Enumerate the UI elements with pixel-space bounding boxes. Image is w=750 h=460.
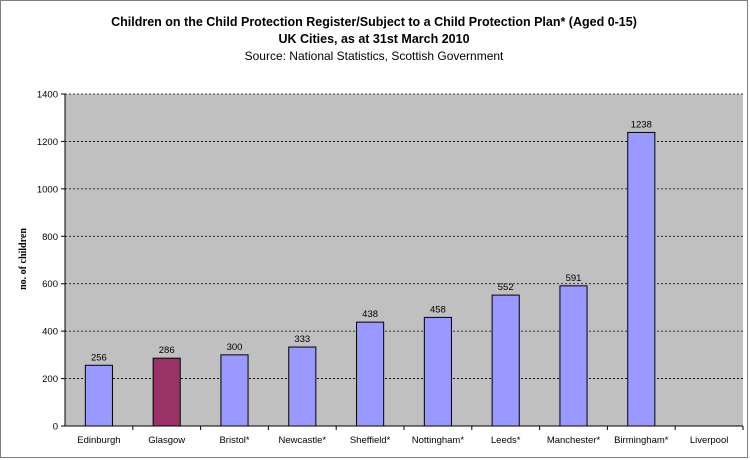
data-label: 256	[91, 352, 107, 363]
bar	[220, 354, 249, 427]
bar	[559, 285, 588, 427]
data-label: 1238	[631, 119, 652, 130]
x-tick-label: Sheffield*	[350, 435, 391, 446]
bar	[288, 346, 317, 427]
y-tick-label: 400	[42, 327, 58, 338]
bar	[356, 321, 385, 427]
y-tick-label: 800	[42, 232, 58, 243]
bar	[423, 316, 452, 427]
x-tick-label: Manchester*	[547, 435, 601, 446]
y-tick-label: 1000	[37, 184, 58, 195]
bar	[491, 294, 520, 427]
chart-source: Source: National Statistics, Scottish Go…	[244, 49, 504, 63]
x-tick-label: Bristol*	[219, 435, 249, 446]
data-label: 300	[227, 342, 243, 353]
data-label: 458	[430, 304, 446, 315]
x-tick-label: Leeds*	[491, 435, 521, 446]
data-label: 333	[294, 334, 310, 345]
x-tick-label: Glasgow	[148, 435, 185, 446]
y-tick-label: 1400	[37, 90, 58, 101]
x-tick-label: Birmingham*	[614, 435, 669, 446]
chart-title: Children on the Child Protection Registe…	[111, 15, 637, 29]
bar	[152, 357, 181, 427]
data-label: 286	[159, 345, 175, 356]
bar	[627, 131, 656, 427]
x-tick-label: Newcastle*	[279, 435, 327, 446]
x-tick-label: Nottingham*	[412, 435, 465, 446]
data-label: 438	[362, 309, 378, 320]
data-label: 591	[566, 273, 582, 284]
bar	[84, 364, 113, 427]
y-axis-label: no. of children	[18, 228, 29, 290]
y-tick-label: 1200	[37, 137, 58, 148]
chart-subtitle: UK Cities, as at 31st March 2010	[278, 32, 470, 46]
x-tick-label: Liverpool	[690, 435, 729, 446]
y-tick-label: 200	[42, 374, 58, 385]
y-tick-label: 0	[53, 422, 58, 433]
data-label: 552	[498, 282, 514, 293]
x-tick-label: Edinburgh	[77, 435, 120, 446]
y-tick-label: 600	[42, 279, 58, 290]
